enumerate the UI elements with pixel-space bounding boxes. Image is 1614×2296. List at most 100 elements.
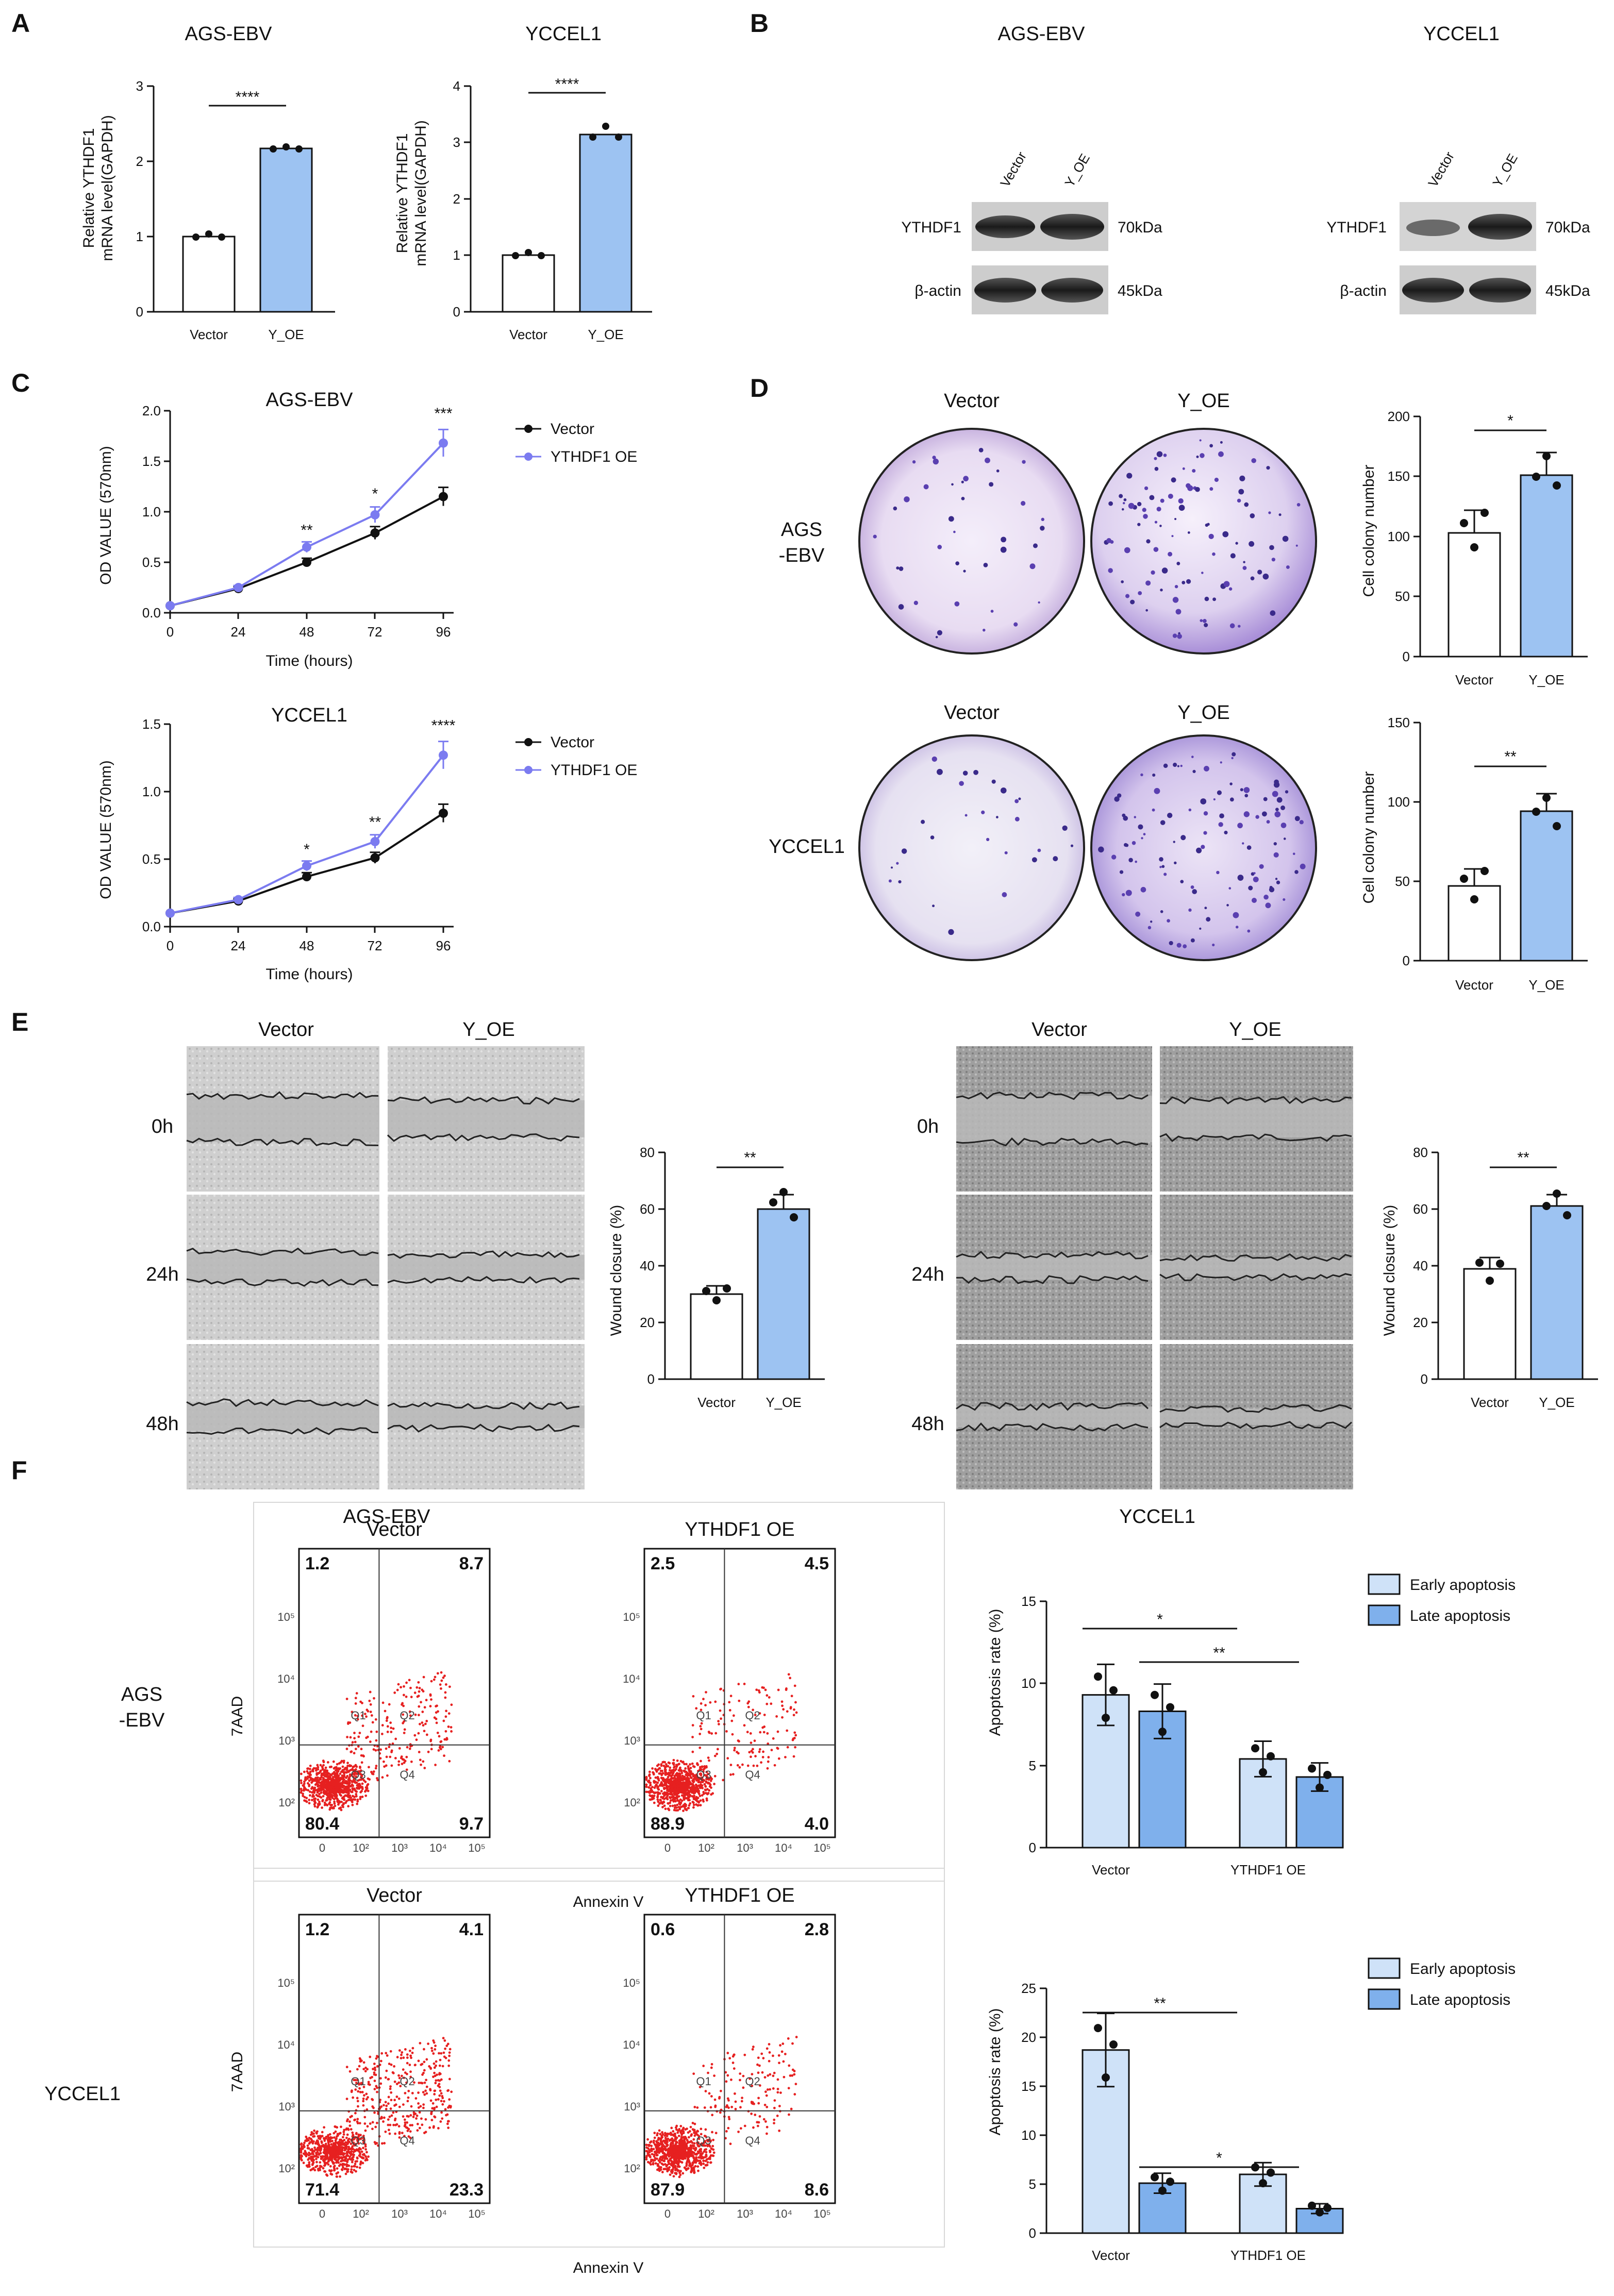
event	[741, 1763, 744, 1766]
event	[350, 1750, 353, 1753]
y-axis-label: mRNA level(GAPDH)	[99, 115, 116, 261]
event	[654, 1768, 657, 1770]
event	[421, 1721, 424, 1724]
colony	[930, 835, 935, 840]
event	[334, 1779, 337, 1782]
y-ticks: 0 20 40 60 80	[640, 1145, 665, 1387]
event	[683, 1769, 686, 1772]
event	[439, 2120, 442, 2123]
colony	[1263, 894, 1269, 900]
event	[336, 1797, 339, 1800]
colony	[1196, 847, 1202, 853]
event	[396, 1688, 399, 1691]
event	[736, 1751, 738, 1753]
event	[361, 2156, 364, 2159]
colony	[1204, 907, 1207, 910]
event	[664, 1797, 668, 1800]
colony	[1062, 825, 1068, 831]
colony	[1247, 929, 1251, 933]
colony	[1253, 872, 1256, 875]
colony	[1000, 546, 1007, 553]
event	[419, 1758, 422, 1762]
event	[660, 1789, 663, 1792]
event	[308, 1768, 311, 1770]
event	[749, 1732, 752, 1735]
event	[359, 2091, 362, 2093]
vector-point	[302, 558, 311, 567]
event	[356, 2097, 359, 2100]
event	[710, 2063, 713, 2066]
event	[348, 2124, 352, 2127]
colony	[1125, 890, 1132, 896]
event	[344, 2172, 347, 2175]
event	[438, 1735, 441, 1738]
event	[352, 2096, 355, 2099]
event	[364, 2155, 367, 2158]
event	[328, 1766, 331, 1769]
event	[339, 1786, 342, 1788]
bar-oe	[1530, 1205, 1584, 1380]
event	[361, 1754, 364, 1757]
bar-oe	[1520, 810, 1573, 962]
event	[433, 2108, 436, 2110]
event	[317, 1776, 320, 1779]
event	[669, 1771, 672, 1774]
event	[340, 1800, 343, 1803]
significance: ****	[236, 89, 260, 106]
event	[323, 2126, 326, 2129]
event	[427, 2042, 429, 2046]
event	[343, 2152, 346, 2155]
event	[438, 2052, 440, 2055]
event	[685, 1773, 688, 1777]
event	[342, 1802, 345, 1805]
event	[367, 2083, 370, 2086]
event	[384, 2130, 387, 2133]
event	[329, 2172, 332, 2175]
event	[321, 2131, 324, 2134]
event	[422, 2071, 425, 2074]
wound-edge	[956, 1250, 1149, 1260]
colony	[1177, 633, 1182, 639]
wound-edge	[956, 1402, 1149, 1411]
event	[717, 1720, 720, 1723]
event	[429, 2088, 431, 2091]
event	[671, 1777, 674, 1780]
event	[738, 1740, 740, 1743]
event	[768, 1696, 771, 1699]
x-tick-label: 48	[299, 624, 314, 640]
event	[343, 1798, 346, 1801]
event	[335, 2172, 338, 2175]
event	[366, 1735, 369, 1738]
event	[369, 2122, 372, 2125]
event	[337, 2134, 339, 2137]
oe-point	[165, 601, 175, 611]
event	[370, 1730, 373, 1733]
event	[307, 1767, 310, 1770]
event	[332, 1798, 336, 1801]
col-label: Vector	[944, 390, 1000, 412]
event	[709, 1701, 712, 1704]
event	[387, 2096, 390, 2099]
event	[440, 2111, 443, 2114]
event	[356, 2166, 359, 2169]
event	[315, 2132, 318, 2135]
colony	[1205, 523, 1209, 527]
colony	[963, 569, 966, 573]
time-label: 24h	[911, 1264, 944, 1285]
colony	[990, 610, 994, 613]
event	[373, 1697, 375, 1700]
y-tick-label: 1	[453, 247, 460, 263]
y-ticks: 0 50 100 150 200	[1388, 409, 1420, 664]
band	[1402, 278, 1464, 303]
event	[333, 1789, 336, 1792]
event	[777, 2054, 780, 2057]
colony	[1209, 487, 1213, 491]
y-tick-label: 40	[1413, 1258, 1428, 1273]
event	[776, 1747, 779, 1750]
event	[306, 1775, 309, 1778]
event	[719, 2089, 722, 2092]
colony	[1171, 477, 1176, 483]
event	[373, 2071, 376, 2074]
wound-gap	[388, 1405, 585, 1428]
event	[669, 1766, 672, 1769]
